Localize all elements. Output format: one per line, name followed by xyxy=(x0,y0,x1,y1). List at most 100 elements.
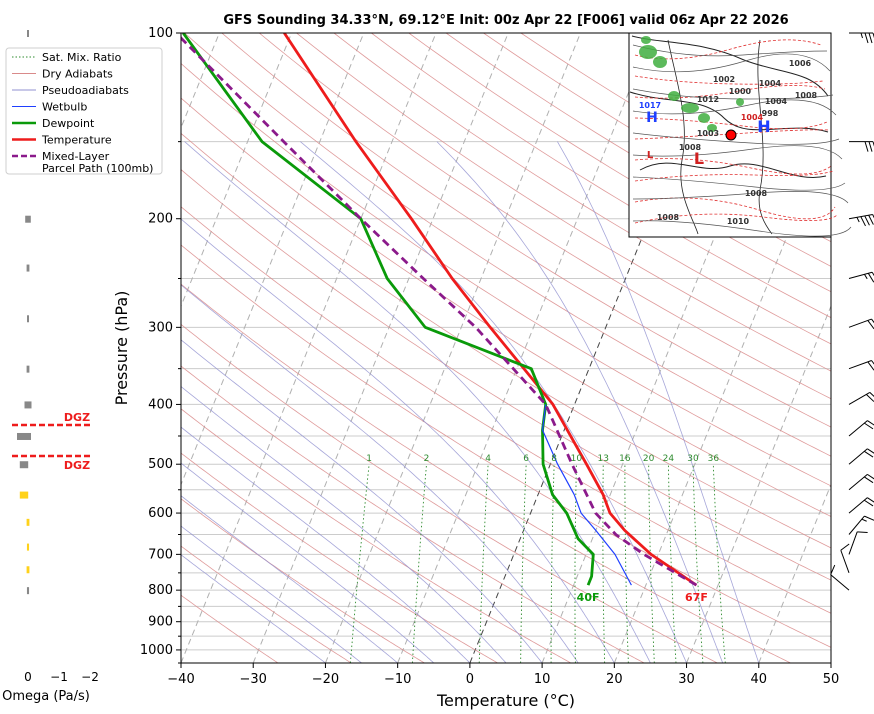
mixing-ratio-line xyxy=(712,464,726,663)
map-isobar xyxy=(632,132,840,145)
wind-barb xyxy=(830,564,850,591)
zero-isotherm xyxy=(469,33,726,663)
map-pressure-label: 1004 xyxy=(741,113,764,122)
barb-flag xyxy=(864,215,870,226)
isotherm xyxy=(252,33,509,663)
dry-adiabat xyxy=(181,206,831,614)
x-tick-label: 40 xyxy=(751,672,768,687)
barb-staff xyxy=(848,360,872,370)
wind-barb xyxy=(848,448,874,465)
mixing-ratio-label: 1 xyxy=(366,454,372,464)
map-low-label: L xyxy=(694,149,704,168)
dry-adiabat xyxy=(181,498,425,663)
temperature-line xyxy=(283,33,698,587)
mixing-ratio-label: 6 xyxy=(523,454,529,464)
map-pressure-label: 1004 xyxy=(759,79,782,88)
barb-flag xyxy=(867,361,874,371)
isotherm xyxy=(397,33,654,663)
omega-bar xyxy=(19,491,29,499)
map-pressure-label: 1010 xyxy=(727,217,750,226)
wind-barb xyxy=(848,318,874,330)
barb-half-flag xyxy=(861,518,867,522)
mixing-ratio-label: 20 xyxy=(643,454,655,464)
x-tick-label: 20 xyxy=(606,672,623,687)
y-tick-label: 400 xyxy=(148,397,173,412)
map-isobar xyxy=(632,44,828,57)
mixing-ratio-label: 4 xyxy=(485,454,491,464)
mixing-ratio-line xyxy=(667,464,677,663)
pseudoadiabat xyxy=(557,141,760,663)
y-tick-label: 1000 xyxy=(140,643,173,658)
omega-tick-label: 0 xyxy=(24,670,32,684)
legend-label: Pseudoadiabats xyxy=(42,84,129,97)
wind-barb xyxy=(840,543,850,573)
map-precip-area xyxy=(698,113,710,123)
map-thickness-contour xyxy=(634,158,832,175)
omega-bar xyxy=(27,315,29,323)
map-precip-area xyxy=(707,124,717,132)
surface-temp-label: 67F xyxy=(685,591,708,604)
y-axis-ticks: 100 200 300 400 500 600 700 800 900 1000 xyxy=(140,26,181,664)
dry-adiabat xyxy=(181,132,831,549)
omega-bar xyxy=(17,432,31,440)
wind-barbs xyxy=(830,32,874,591)
barb-flag xyxy=(830,564,836,575)
wind-barb xyxy=(849,141,874,152)
omega-bar xyxy=(26,365,30,373)
barb-flag xyxy=(871,360,874,370)
barb-staff xyxy=(830,574,850,591)
wind-barb xyxy=(848,473,874,491)
y-tick-label: 200 xyxy=(148,212,173,227)
isotherm xyxy=(181,33,437,663)
map-thickness-contour xyxy=(634,85,826,99)
barb-flag xyxy=(865,394,874,402)
mixing-ratio-line xyxy=(692,464,704,663)
barb-staff xyxy=(848,391,871,405)
map-isobar xyxy=(632,176,846,191)
wind-barb xyxy=(848,360,874,371)
x-tick-label: −10 xyxy=(384,672,411,687)
barb-flag xyxy=(872,214,874,225)
x-tick-label: 50 xyxy=(823,672,840,687)
barb-staff xyxy=(848,448,868,465)
omega-axis-label: Omega (Pa/s) xyxy=(2,689,90,704)
barb-flag xyxy=(868,215,874,225)
map-pressure-label: 1008 xyxy=(795,91,818,100)
omega-bar xyxy=(26,587,30,595)
dry-adiabat xyxy=(296,33,831,372)
pseudoadiabat xyxy=(181,339,543,663)
omega-tick-label: −2 xyxy=(81,670,99,684)
profile-lines xyxy=(181,33,698,587)
chart-title: GFS Sounding 34.33°N, 69.12°E Init: 00z … xyxy=(223,13,788,28)
map-precip-area xyxy=(639,45,657,59)
mixing-ratio-label: 13 xyxy=(597,454,608,464)
mixing-ratio-line xyxy=(411,464,427,663)
plot-frame xyxy=(180,32,832,664)
dry-adiabat xyxy=(181,452,498,663)
dry-adiabat xyxy=(333,33,831,345)
y-tick-label: 800 xyxy=(148,583,173,598)
dry-adiabat xyxy=(181,283,791,663)
dry-adiabat xyxy=(181,169,831,581)
map-isobar xyxy=(632,191,849,204)
wind-barb xyxy=(848,391,874,405)
y-tick-label: 600 xyxy=(148,506,173,521)
map-precip-area xyxy=(653,56,667,68)
map-pressure-label: 1006 xyxy=(789,59,812,68)
map-precip-area xyxy=(668,91,680,101)
pseudoadiabat xyxy=(181,525,362,663)
legend-label: Dry Adiabats xyxy=(42,68,113,81)
parcel-path-line xyxy=(181,36,698,587)
y-tick-label: 100 xyxy=(148,26,173,41)
map-pressure-label: 1008 xyxy=(745,189,768,198)
mixing-ratio-label: 10 xyxy=(571,454,583,464)
wind-barb xyxy=(849,32,874,44)
dewpoint-line xyxy=(182,33,595,586)
omega-bar xyxy=(25,215,31,223)
y-tick-label: 500 xyxy=(148,457,173,472)
map-pressure-label: 1008 xyxy=(657,213,680,222)
omega-bar xyxy=(26,518,30,526)
y-tick-label: 300 xyxy=(148,320,173,335)
wind-barb xyxy=(848,497,874,514)
